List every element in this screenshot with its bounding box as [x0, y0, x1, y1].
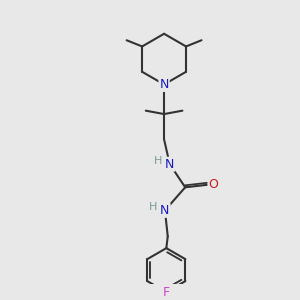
Text: H: H — [154, 156, 162, 167]
Text: F: F — [163, 286, 170, 298]
Text: N: N — [160, 204, 170, 217]
Text: N: N — [165, 158, 174, 171]
Text: N: N — [159, 78, 169, 91]
Text: H: H — [149, 202, 157, 212]
Text: O: O — [208, 178, 218, 191]
